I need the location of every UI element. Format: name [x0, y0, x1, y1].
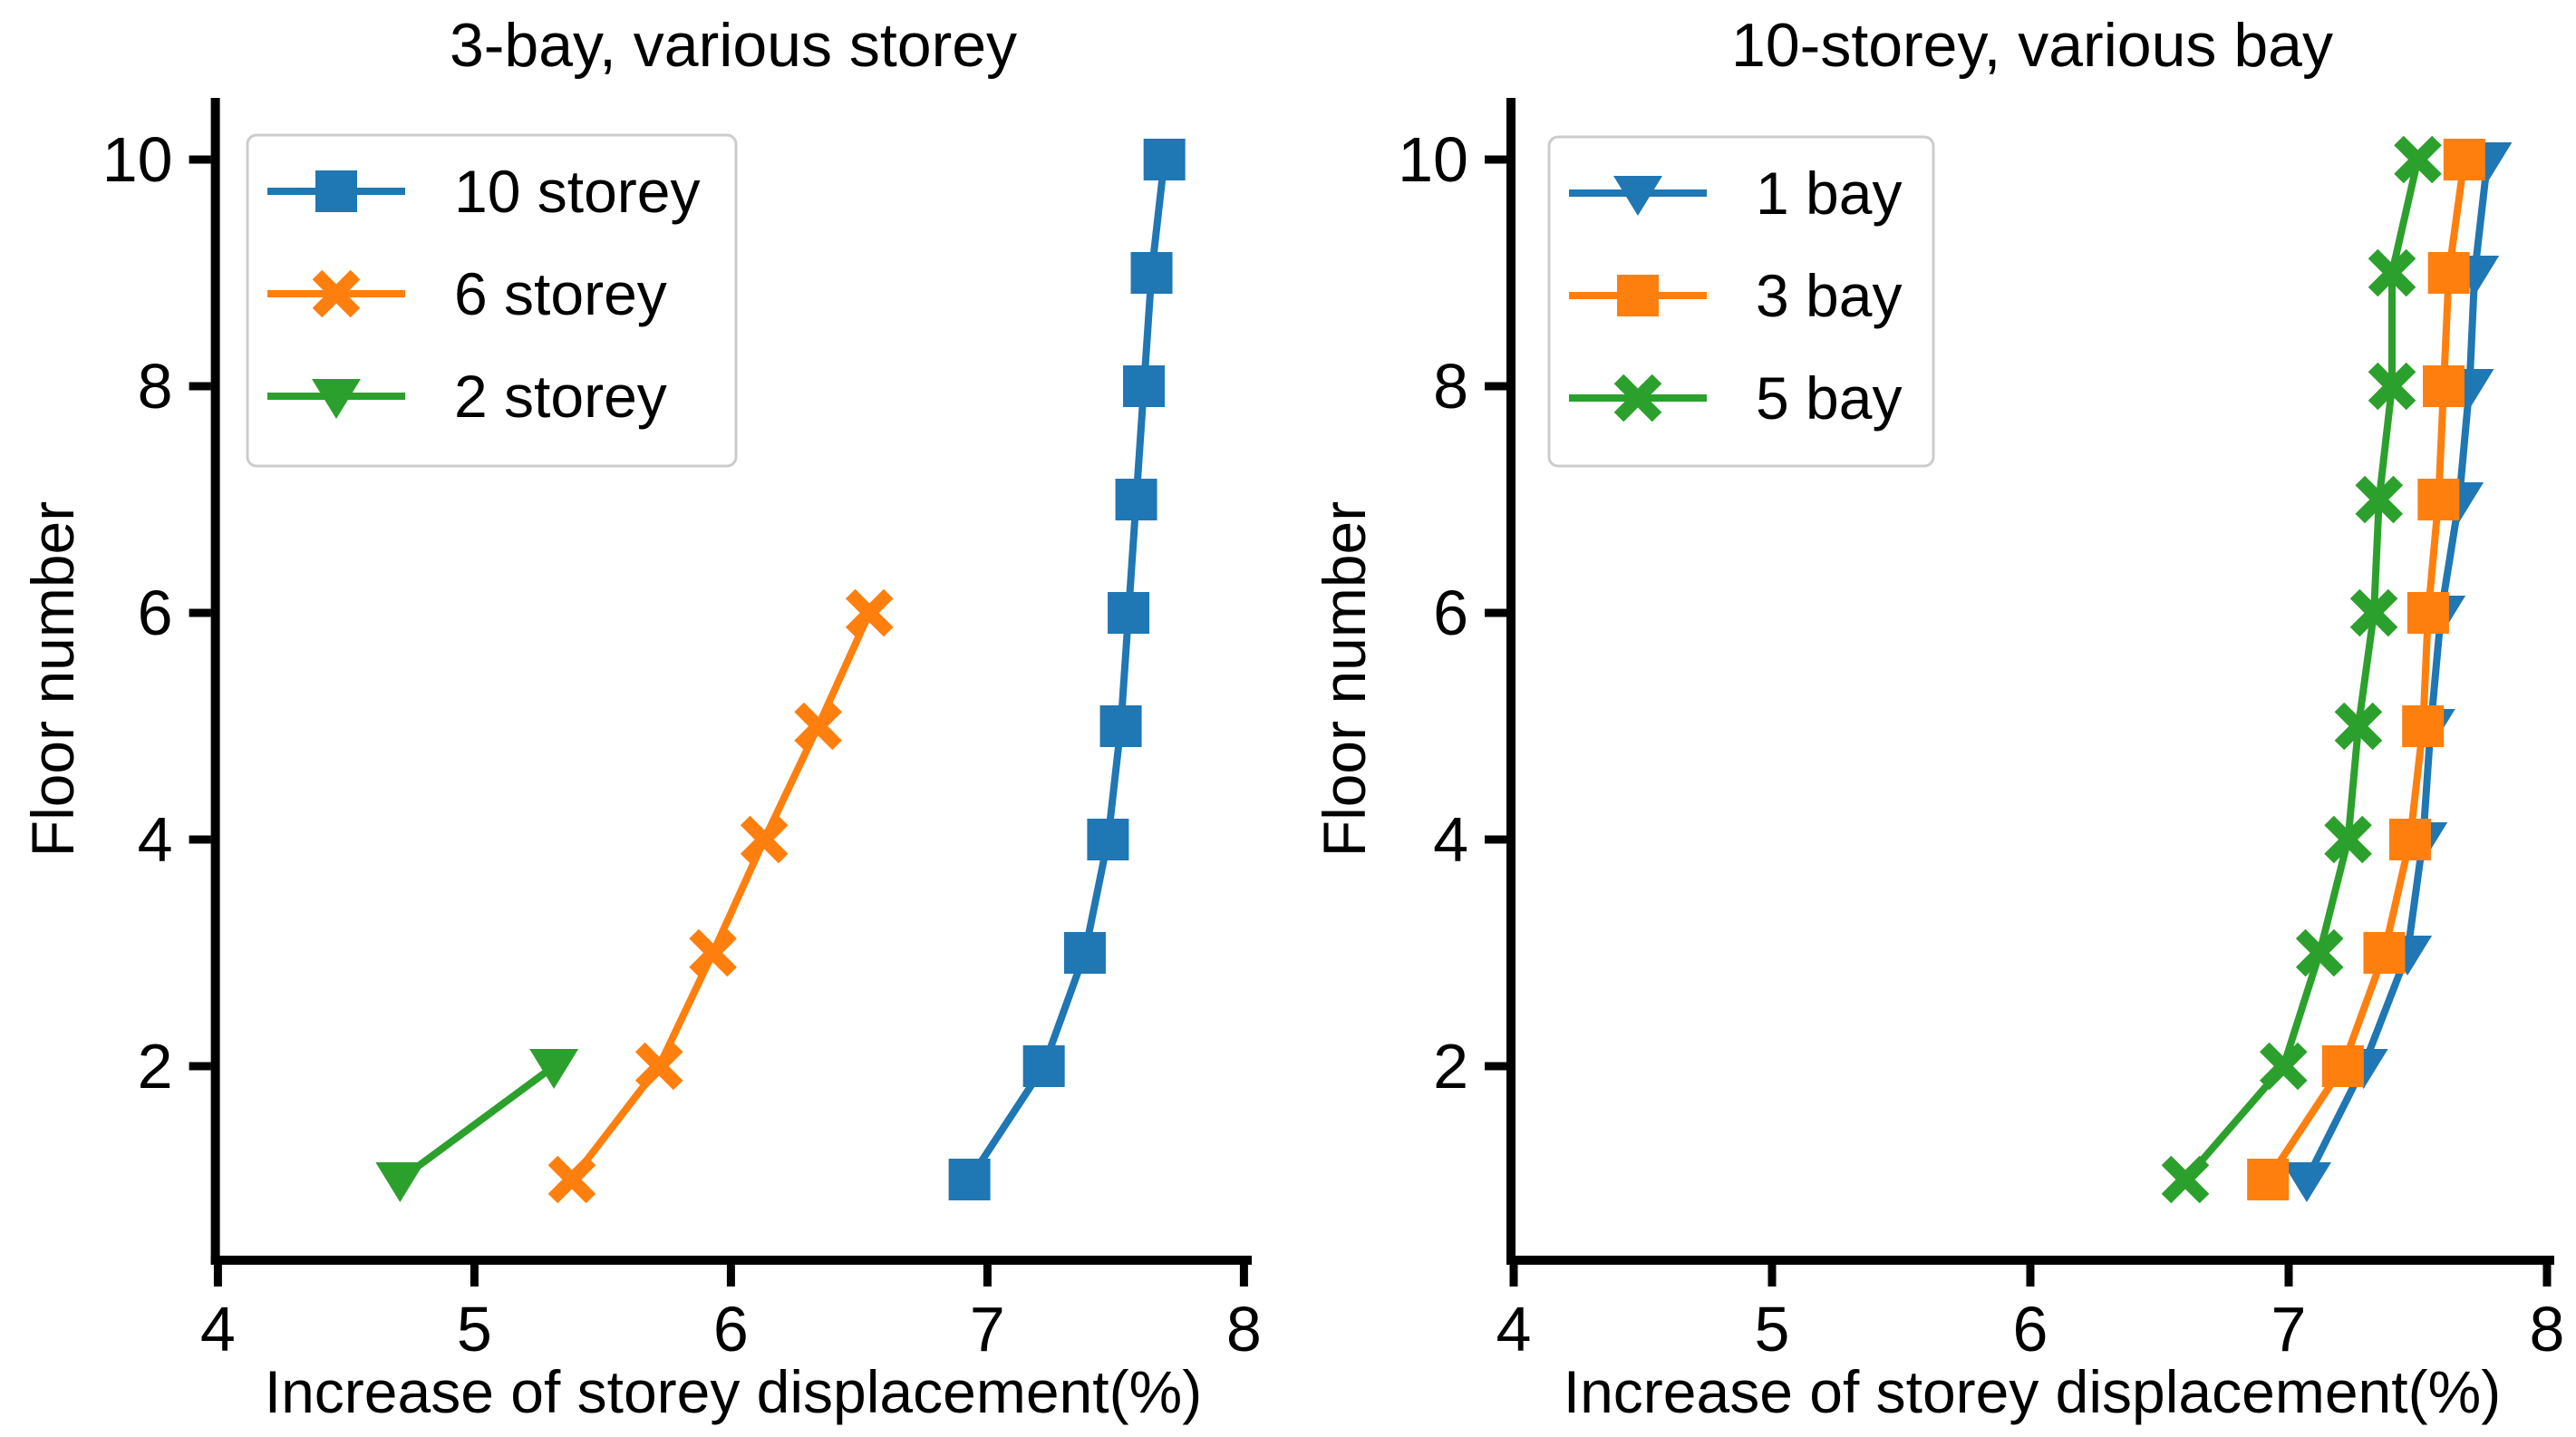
legend-label-5-bay: 5 bay [1756, 364, 1902, 432]
y-tick-label: 6 [1433, 578, 1468, 648]
marker-square-10-storey [1063, 932, 1106, 974]
marker-x-5-bay [2295, 928, 2344, 977]
marker-x-5-bay [2334, 702, 2383, 751]
marker-x-5-bay [2349, 588, 2398, 637]
left-xaxis-label: Increase of storey displacement(%) [265, 1358, 1202, 1425]
y-tick-label: 6 [138, 578, 173, 648]
marker-square-10-storey [948, 1159, 991, 1200]
left-yaxis-label: Floor number [19, 501, 86, 858]
series-line-5-bay [2182, 156, 2422, 1183]
marker-square-10-storey [1115, 479, 1157, 520]
marker-square-3-bay [2388, 819, 2431, 860]
marker-triangle-down-1-bay [1613, 176, 1662, 216]
marker-square-3-bay [2402, 705, 2445, 747]
y-tick-label: 8 [138, 351, 173, 422]
right-yaxis-label: Floor number [1311, 501, 1378, 858]
marker-square-10-storey [1123, 365, 1166, 407]
right-axes: 4 5 6 7 8 2 4 6 8 10 1 bay 3 bay 5 bay [1398, 98, 2564, 1364]
legend-box [246, 133, 738, 468]
marker-triangle-down-2-storey [312, 379, 361, 419]
marker-square-3-bay [2427, 252, 2470, 294]
x-tick-label: 8 [1226, 1294, 1262, 1364]
marker-square-10-storey [315, 170, 357, 212]
subplot-left: 3-bay, various storey Increase of storey… [19, 11, 1262, 1425]
marker-triangle-down-1-bay [2281, 1162, 2331, 1202]
marker-square-10-storey [1099, 705, 1142, 747]
marker-square-3-bay [2247, 1159, 2290, 1200]
marker-x-6-storey [634, 1042, 683, 1091]
x-tick-label: 7 [2271, 1294, 2307, 1364]
y-tick-label: 2 [1433, 1031, 1468, 1102]
left-axes: 4 5 6 7 8 2 4 6 8 10 10 storey 6 storey 2 storey [102, 98, 1262, 1364]
marker-square-10-storey [1087, 819, 1129, 860]
marker-x-6-storey [794, 702, 842, 751]
marker-square-10-storey [1143, 139, 1186, 180]
marker-square-3-bay [2363, 932, 2406, 974]
series-line-10-storey [965, 156, 1168, 1183]
marker-square-3-bay [2443, 139, 2485, 180]
marker-x-5-bay [2355, 475, 2404, 524]
marker-square-3-bay [1617, 275, 1659, 316]
right-xaxis-label: Increase of storey displacement(%) [1564, 1358, 2501, 1425]
y-tick-label: 4 [138, 804, 173, 875]
marker-x-6-storey [740, 815, 789, 864]
legend-label-1-bay: 1 bay [1756, 160, 1902, 227]
marker-triangle-down-2-storey [529, 1049, 579, 1089]
x-tick-label: 5 [457, 1294, 492, 1364]
y-tick-label: 8 [1433, 351, 1468, 422]
y-tick-label: 10 [1398, 124, 1468, 195]
x-tick-label: 4 [1496, 1294, 1532, 1364]
x-tick-label: 4 [200, 1294, 236, 1364]
y-tick-label: 4 [1433, 804, 1468, 875]
legend-label-2-storey: 2 storey [454, 363, 667, 430]
x-tick-label: 5 [1755, 1294, 1790, 1364]
y-tick-label: 10 [102, 124, 173, 195]
left-plot-title: 3-bay, various storey [450, 11, 1017, 80]
marker-x-5-bay [2324, 815, 2372, 864]
marker-square-10-storey [1108, 592, 1150, 634]
marker-square-10-storey [1130, 252, 1173, 294]
marker-square-3-bay [2321, 1045, 2364, 1087]
marker-x-5-bay [2259, 1042, 2308, 1091]
series-line-1-bay [2302, 156, 2492, 1183]
legend-label-6-storey: 6 storey [454, 260, 667, 327]
marker-x-6-storey [689, 928, 737, 977]
marker-x-5-bay [2368, 362, 2416, 411]
marker-x-6-storey [845, 588, 894, 637]
marker-triangle-down-2-storey [375, 1162, 425, 1202]
marker-x-5-bay [1613, 374, 1662, 422]
marker-x-5-bay [2368, 248, 2416, 297]
marker-square-3-bay [2407, 592, 2449, 634]
marker-x-6-storey [312, 269, 361, 318]
y-tick-label: 2 [138, 1031, 173, 1102]
marker-x-6-storey [547, 1155, 596, 1204]
x-tick-label: 8 [2530, 1294, 2565, 1364]
series-line-3-bay [2264, 156, 2468, 1183]
subplot-right: 10-storey, various bay Increase of store… [1311, 11, 2564, 1425]
marker-x-5-bay [2394, 135, 2442, 184]
marker-square-10-storey [1022, 1045, 1065, 1087]
x-tick-label: 7 [970, 1294, 1005, 1364]
series-line-2-storey [396, 1063, 558, 1183]
marker-square-3-bay [2423, 365, 2465, 407]
right-plot-title: 10-storey, various bay [1731, 11, 2333, 80]
legend-label-10-storey: 10 storey [454, 158, 700, 225]
legend-label-3-bay: 3 bay [1756, 262, 1902, 329]
x-tick-label: 6 [2013, 1294, 2048, 1364]
marker-square-3-bay [2417, 479, 2460, 520]
marker-x-5-bay [2161, 1155, 2210, 1204]
x-tick-label: 6 [713, 1294, 749, 1364]
